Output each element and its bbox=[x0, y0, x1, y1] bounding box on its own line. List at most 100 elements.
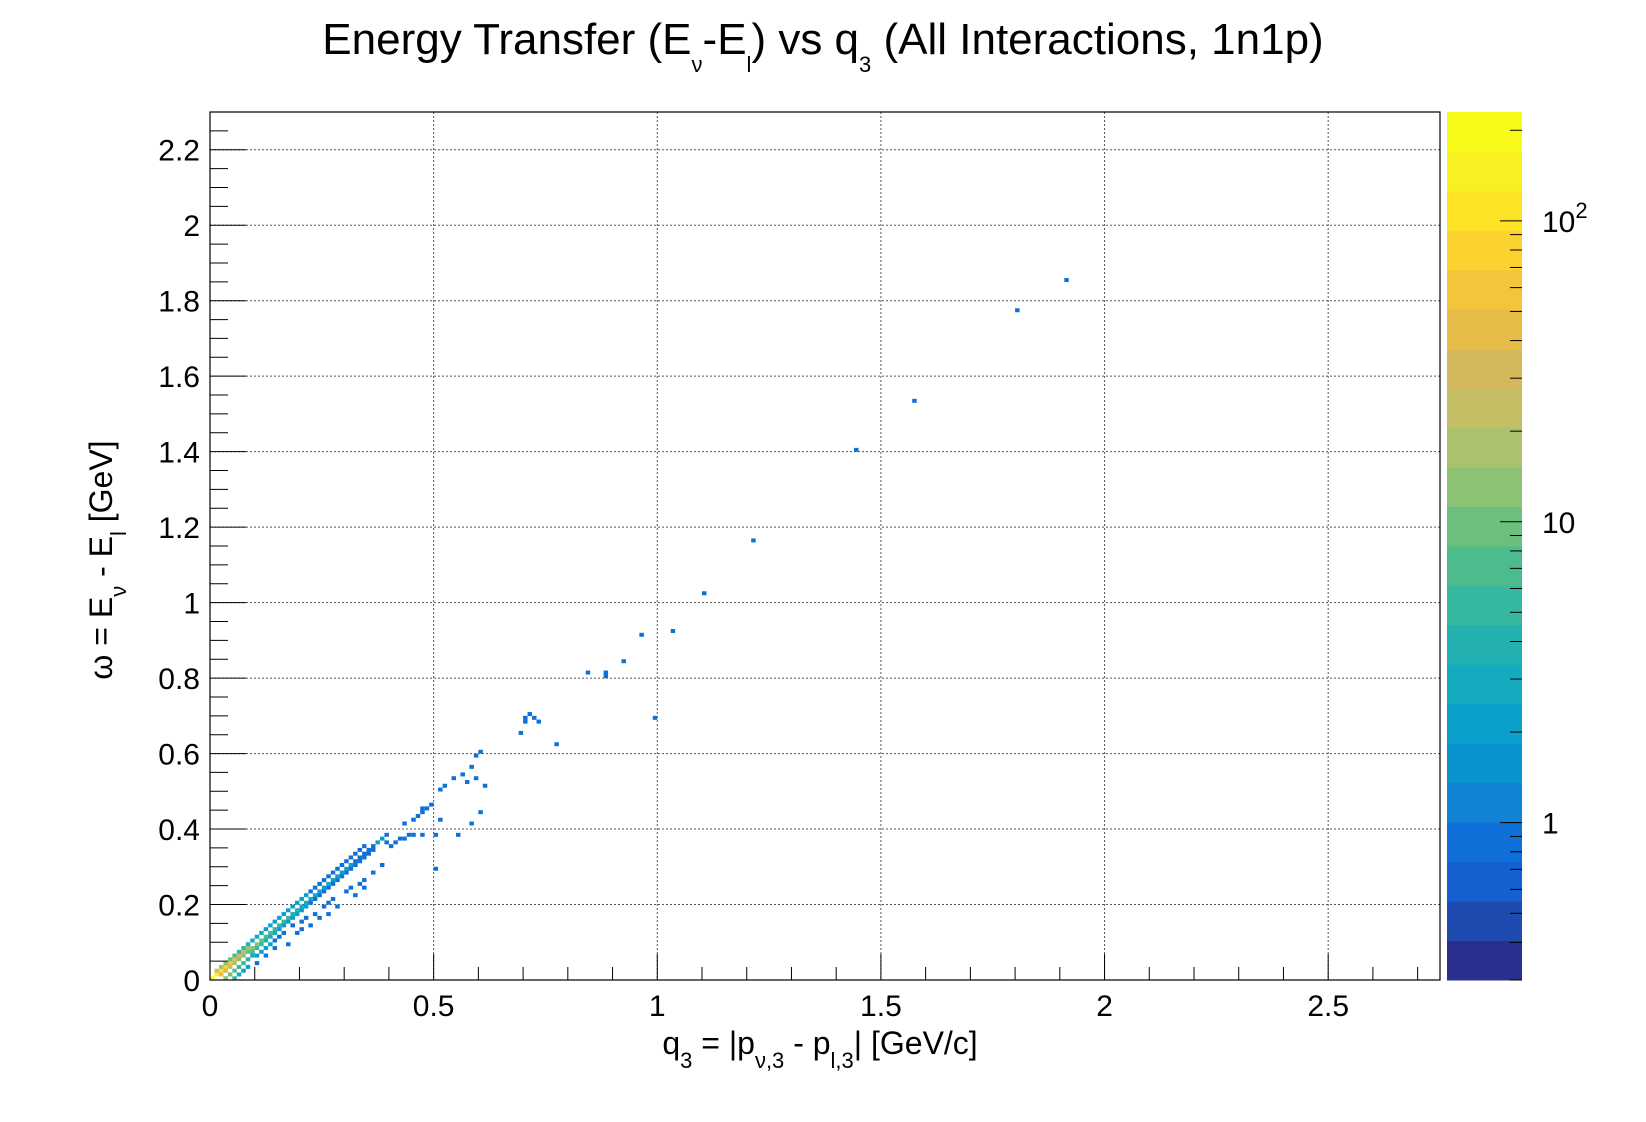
xlabel-part-6: | [GeV/c] bbox=[854, 1025, 978, 1061]
heatmap-cell bbox=[362, 844, 367, 849]
heatmap-cell bbox=[290, 915, 295, 920]
heatmap-cell bbox=[272, 930, 278, 935]
heatmap-cell bbox=[379, 836, 385, 841]
heatmap-cell bbox=[339, 874, 345, 879]
axis-ticks: 0 0.5 1 1.5 2 2.5 0 0.2 0.4 0.6 0.8 1 1.2 1.4 1.6 1.8 2 2… bbox=[158, 111, 1419, 1023]
heatmap-cell bbox=[406, 832, 412, 837]
heatmap-cell bbox=[621, 659, 626, 664]
heatmap-cell bbox=[277, 934, 282, 939]
xlabel-part-2: = |p bbox=[692, 1025, 755, 1061]
heatmap-cell bbox=[241, 968, 246, 973]
y-tick-label: 2 bbox=[183, 210, 200, 243]
colorbar-label-base: 10 bbox=[1542, 206, 1575, 239]
heatmap-cell bbox=[227, 961, 233, 966]
heatmap-cell bbox=[281, 923, 287, 928]
x-tick-label: 1 bbox=[649, 990, 666, 1023]
heatmap-cell bbox=[232, 961, 237, 966]
heatmap-cell bbox=[303, 900, 309, 905]
colorbar-label: 102 bbox=[1542, 198, 1588, 239]
heatmap-cell bbox=[384, 840, 389, 845]
heatmap-cell bbox=[218, 972, 224, 977]
heatmap-cell bbox=[379, 863, 385, 868]
heatmap-cell bbox=[317, 893, 322, 898]
x-tick-label: 0 bbox=[202, 990, 219, 1023]
heatmap-cells bbox=[210, 278, 1069, 981]
heatmap-cell bbox=[294, 930, 300, 935]
heatmap-cell bbox=[326, 912, 331, 917]
heatmap-cell bbox=[236, 953, 242, 958]
heatmap-cell bbox=[326, 881, 331, 886]
heatmap-cell bbox=[357, 881, 363, 886]
heatmap-cell bbox=[326, 885, 331, 890]
heatmap-cell bbox=[245, 957, 251, 962]
colorbar-segment bbox=[1447, 901, 1522, 942]
heatmap-cell bbox=[254, 953, 260, 958]
xlabel-sub-3: 3 bbox=[680, 1048, 692, 1073]
y-tick-label: 1.4 bbox=[158, 437, 200, 470]
y-tick-label: 0.8 bbox=[158, 663, 200, 696]
ylabel-part-4: [GeV] bbox=[83, 440, 119, 531]
heatmap-cell bbox=[308, 900, 313, 905]
heatmap-cell bbox=[420, 810, 425, 815]
heatmap-cell bbox=[393, 840, 398, 845]
x-tick-label: 2.5 bbox=[1307, 990, 1349, 1023]
heatmap-cell bbox=[241, 953, 246, 958]
colorbar-segment bbox=[1447, 546, 1522, 586]
y-tick-label: 2.2 bbox=[158, 135, 200, 168]
colorbar-segment bbox=[1447, 230, 1522, 271]
heatmap-cell bbox=[223, 964, 228, 969]
heatmap-cell bbox=[303, 915, 309, 920]
x-tick-label: 1.5 bbox=[860, 990, 902, 1023]
heatmap-cell bbox=[344, 866, 349, 871]
heatmap-cell bbox=[335, 904, 340, 909]
heatmap-cell bbox=[702, 591, 707, 596]
heatmap-cell bbox=[357, 855, 363, 860]
heatmap-cell bbox=[308, 923, 313, 928]
colorbar-segment bbox=[1447, 861, 1522, 902]
heatmap-cell bbox=[263, 953, 269, 958]
xlabel-part-4: - p bbox=[784, 1025, 830, 1061]
y-tick-label: 0.4 bbox=[158, 814, 200, 847]
heatmap-cell bbox=[603, 670, 609, 675]
heatmap-cell bbox=[236, 972, 242, 977]
heatmap-cell bbox=[299, 904, 304, 909]
heatmap-cell bbox=[281, 919, 287, 924]
heatmap-cell bbox=[299, 919, 304, 924]
colorbar-segment bbox=[1447, 585, 1522, 626]
heatmap-cell bbox=[326, 900, 331, 905]
heatmap-cell bbox=[523, 719, 528, 724]
heatmap-cell bbox=[210, 976, 215, 981]
heatmap-cell bbox=[366, 851, 372, 856]
y-tick-label: 0.2 bbox=[158, 890, 200, 923]
heatmap-cell bbox=[321, 878, 327, 883]
colorbar-segment bbox=[1447, 427, 1522, 468]
heatmap-cell bbox=[348, 885, 354, 890]
heatmap-cell bbox=[272, 919, 278, 924]
title-sub-nu: ν bbox=[692, 52, 703, 77]
heatmap-cell bbox=[290, 904, 295, 909]
heatmap-cell bbox=[585, 670, 591, 675]
heatmap-cell bbox=[362, 885, 367, 890]
heatmap-cell bbox=[303, 904, 309, 909]
y-tick-label: 0 bbox=[183, 965, 200, 998]
heatmap-cell bbox=[362, 851, 367, 856]
heatmap-cell bbox=[353, 851, 358, 856]
colorbar-segment bbox=[1447, 743, 1522, 784]
heatmap-cell bbox=[241, 961, 246, 966]
heatmap-cell bbox=[286, 919, 291, 924]
heatmap-cell bbox=[317, 915, 322, 920]
heatmap-cell bbox=[330, 870, 336, 875]
heatmap-cell bbox=[536, 719, 541, 724]
heatmap-cell bbox=[259, 949, 264, 954]
colorbar-segment bbox=[1447, 703, 1522, 744]
heatmap-cell bbox=[371, 844, 376, 849]
heatmap-cell bbox=[344, 870, 349, 875]
heatmap-cell bbox=[254, 934, 260, 939]
heatmap-cell bbox=[353, 859, 358, 864]
heatmap-cell bbox=[223, 968, 228, 973]
heatmap-cell bbox=[339, 863, 345, 868]
heatmap-cell bbox=[218, 968, 224, 973]
heatmap-cell bbox=[317, 889, 322, 894]
heatmap-cell bbox=[433, 866, 439, 871]
ylabel-part-2: - E bbox=[83, 536, 119, 586]
